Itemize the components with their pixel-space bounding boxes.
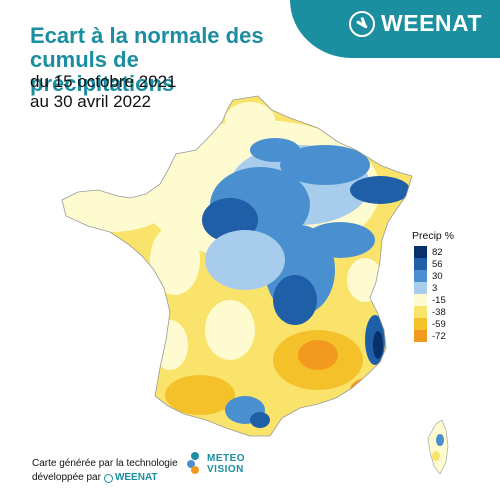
weenat-small-text: WEENAT	[114, 472, 158, 483]
subtitle-line-1: du 15 octobre 2021	[30, 72, 177, 91]
legend-label: -15	[432, 294, 446, 306]
legend-item: -59	[414, 318, 454, 330]
footer-credit: Carte générée par la technologie dévelop…	[32, 457, 178, 485]
legend-swatch	[414, 294, 427, 306]
brand-banner	[290, 0, 500, 58]
weenat-logo-icon	[349, 10, 376, 37]
legend-label: 3	[432, 282, 438, 294]
legend-item: 3	[414, 282, 454, 294]
legend-item: -72	[414, 330, 454, 342]
legend-item: 30	[414, 270, 454, 282]
corsica	[427, 419, 449, 475]
legend-label: -72	[432, 330, 446, 342]
legend-label: -38	[432, 306, 446, 318]
meteovision-logo[interactable]: METEO VISION	[187, 452, 245, 476]
map-legend: Precip % 82 56 30 3 -15 -38 -59 -72	[412, 230, 455, 342]
legend-item: 56	[414, 258, 454, 270]
footer-line-1: Carte générée par la technologie	[32, 458, 178, 469]
legend-swatch	[414, 258, 427, 270]
map-title: Ecart à la normale des cumuls de précipi…	[30, 23, 264, 96]
france-border	[61, 95, 413, 437]
legend-title: Precip %	[412, 230, 455, 242]
legend-swatch	[414, 306, 427, 318]
weenat-small-logo[interactable]: WEENAT	[103, 471, 158, 485]
legend-swatch	[414, 330, 427, 342]
map-subtitle: du 15 octobre 2021 au 30 avril 2022	[30, 72, 177, 112]
brand-name: WEENAT	[381, 10, 482, 36]
meteovision-icon	[187, 452, 203, 476]
legend-label: 56	[432, 258, 443, 270]
legend-swatch	[414, 318, 427, 330]
legend-label: 82	[432, 246, 443, 258]
subtitle-line-2: au 30 avril 2022	[30, 92, 151, 111]
meteovision-line-2: VISION	[207, 464, 244, 475]
legend-swatch	[414, 270, 427, 282]
legend-swatch	[414, 246, 427, 258]
legend-label: -59	[432, 318, 446, 330]
legend-item: 82	[414, 246, 454, 258]
meteovision-line-1: METEO	[207, 453, 246, 464]
weenat-small-icon	[103, 473, 113, 483]
legend-swatch	[414, 282, 427, 294]
france-mainland	[62, 96, 412, 436]
legend-item: -38	[414, 306, 454, 318]
legend-item: -15	[414, 294, 454, 306]
brand-logo[interactable]: WEENAT	[349, 10, 482, 37]
legend-label: 30	[432, 270, 443, 282]
footer-line-2: développée par	[32, 472, 101, 483]
